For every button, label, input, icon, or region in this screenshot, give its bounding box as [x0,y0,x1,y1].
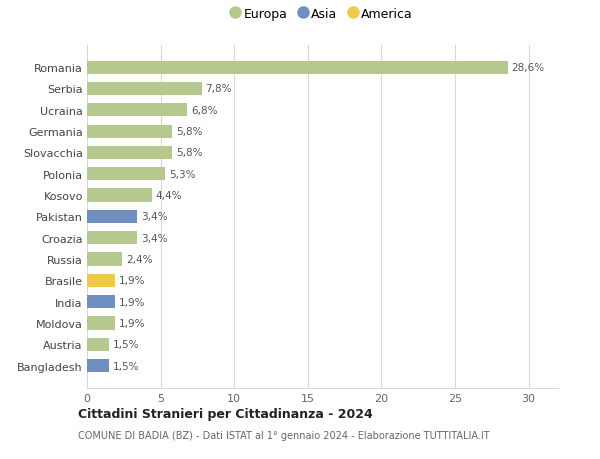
Bar [87,210,137,224]
Text: 5,8%: 5,8% [176,127,203,137]
Bar [87,317,115,330]
Bar [87,338,109,351]
Text: 1,9%: 1,9% [119,297,145,307]
Bar [87,359,109,372]
Text: 5,8%: 5,8% [176,148,203,158]
Bar [87,295,115,308]
Text: Cittadini Stranieri per Cittadinanza - 2024: Cittadini Stranieri per Cittadinanza - 2… [78,407,373,420]
Bar [87,146,172,160]
Text: 1,5%: 1,5% [113,361,139,371]
Text: 5,3%: 5,3% [169,169,195,179]
Bar [87,253,122,266]
Text: COMUNE DI BADIA (BZ) - Dati ISTAT al 1° gennaio 2024 - Elaborazione TUTTITALIA.I: COMUNE DI BADIA (BZ) - Dati ISTAT al 1° … [78,430,490,440]
Text: 3,4%: 3,4% [141,233,167,243]
Text: 1,9%: 1,9% [119,318,145,328]
Text: 4,4%: 4,4% [155,190,182,201]
Text: 28,6%: 28,6% [512,63,545,73]
Bar [87,62,508,75]
Bar [87,274,115,287]
Text: 1,9%: 1,9% [119,276,145,285]
Text: 2,4%: 2,4% [126,254,152,264]
Legend: Europa, Asia, America: Europa, Asia, America [232,8,413,21]
Text: 1,5%: 1,5% [113,340,139,349]
Bar [87,189,152,202]
Text: 3,4%: 3,4% [141,212,167,222]
Text: 7,8%: 7,8% [205,84,232,94]
Text: 6,8%: 6,8% [191,106,217,116]
Bar [87,168,165,181]
Bar [87,125,172,139]
Bar [87,104,187,117]
Bar [87,83,202,96]
Bar [87,231,137,245]
